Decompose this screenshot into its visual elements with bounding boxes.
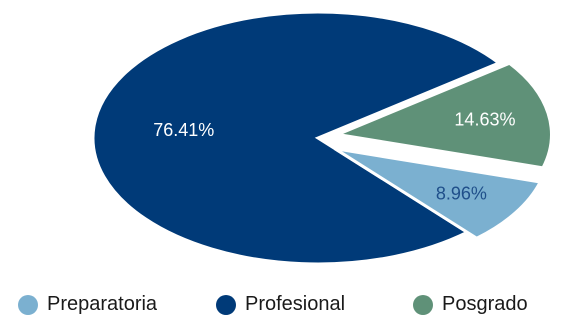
slice-label-profesional: 76.41% [153,120,214,140]
legend-item-posgrado: Posgrado [413,293,528,316]
pie-slices [91,10,553,266]
legend-item-preparatoria: Preparatoria [18,293,157,316]
legend-swatch-profesional [216,294,236,315]
legend-label-preparatoria: Preparatoria [47,293,158,315]
legend-swatch-posgrado [413,294,433,315]
legend-label-posgrado: Posgrado [442,293,528,315]
pie-chart: 76.41% 14.63% 8.96% [91,10,553,266]
slice-label-posgrado: 14.63% [454,110,515,130]
slice-profesional [91,10,502,266]
slice-preparatoria [334,147,543,240]
pie-labels: 76.41% 14.63% 8.96% [153,110,515,204]
legend-item-profesional: Profesional [216,293,345,316]
slice-label-preparatoria: 8.96% [436,183,487,203]
legend-label-profesional: Profesional [245,293,346,315]
slice-posgrado [332,61,553,170]
legend-swatch-preparatoria [18,294,38,315]
legend: Preparatoria Profesional Posgrado [0,293,568,327]
